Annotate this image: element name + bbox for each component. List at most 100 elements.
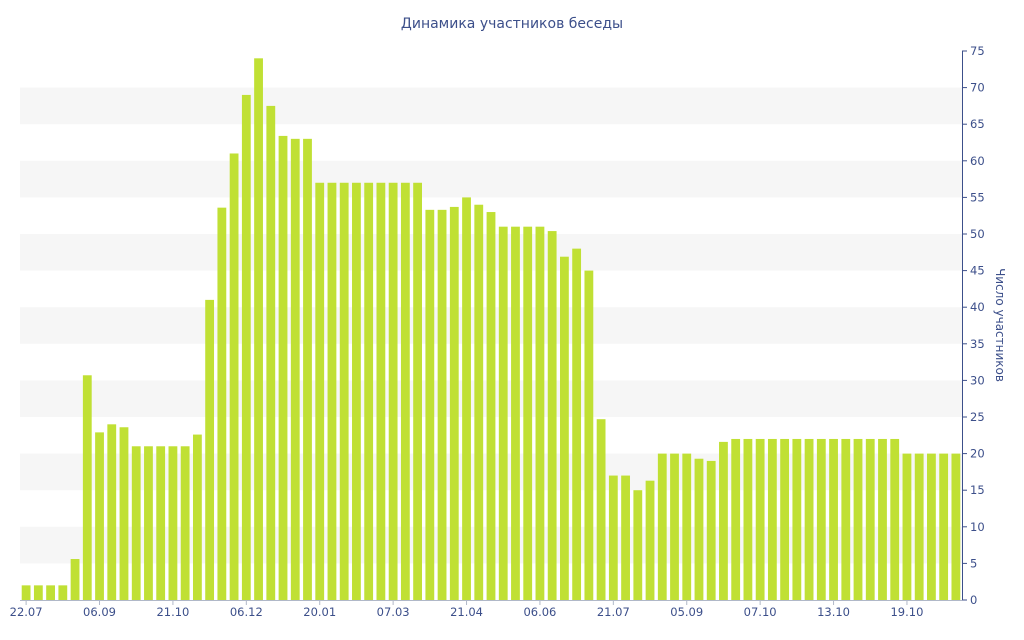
- y-axis-title: Число участников: [993, 268, 1007, 382]
- bars: [21, 58, 961, 601]
- bar: [449, 206, 459, 601]
- bar: [413, 182, 422, 600]
- bar: [241, 94, 251, 601]
- grid-band: [20, 87, 962, 125]
- bar: [131, 446, 141, 600]
- y-tick-label: 10: [970, 520, 985, 534]
- bar: [315, 182, 325, 600]
- bar: [156, 446, 166, 600]
- bar: [82, 375, 92, 600]
- bar: [462, 197, 471, 600]
- chart-title: Динамика участников беседы: [401, 16, 623, 32]
- bar: [425, 209, 435, 600]
- y-tick-label: 40: [970, 300, 985, 314]
- y-tick-label: 75: [970, 44, 985, 58]
- x-tick-label: 20.01: [303, 605, 336, 619]
- bar: [621, 475, 630, 600]
- bar: [927, 453, 936, 600]
- y-axis-ticks: 0 5 10 15 20 25 30 35 40 45 50 55 60 65 70 75: [962, 44, 985, 607]
- bar: [535, 226, 545, 600]
- y-tick-label: 45: [970, 264, 985, 278]
- bar: [388, 182, 398, 600]
- bar: [829, 438, 838, 600]
- bar: [278, 135, 288, 600]
- bar: [486, 212, 496, 601]
- bar: [914, 453, 924, 600]
- bar: [951, 453, 961, 600]
- bar: [572, 248, 582, 600]
- bar: [657, 453, 667, 600]
- y-tick-label: 30: [970, 373, 985, 387]
- y-tick-label: 60: [970, 154, 985, 168]
- bar: [303, 138, 312, 600]
- bar: [180, 446, 190, 600]
- bar: [645, 480, 655, 600]
- bar: [229, 153, 239, 601]
- bar: [119, 427, 129, 600]
- bar: [731, 438, 741, 600]
- bar: [192, 434, 202, 600]
- bar: [780, 438, 790, 600]
- bar: [878, 438, 887, 600]
- bar: [841, 438, 851, 600]
- bar: [719, 441, 728, 600]
- bar: [33, 585, 43, 600]
- bar: [902, 453, 912, 600]
- bar: [266, 105, 276, 601]
- x-tick-label: 07.03: [377, 605, 410, 619]
- bar: [865, 438, 875, 600]
- bar: [682, 453, 692, 600]
- x-tick-label: 05.09: [670, 605, 703, 619]
- bar: [498, 226, 508, 600]
- x-tick-label: 21.04: [450, 605, 483, 619]
- bar: [46, 585, 55, 600]
- bar: [21, 585, 31, 600]
- bar: [205, 299, 215, 600]
- x-tick-label: 06.06: [523, 605, 556, 619]
- bar: [400, 182, 410, 600]
- x-tick-label: 21.07: [597, 605, 630, 619]
- bar: [95, 432, 104, 600]
- bar: [853, 438, 863, 600]
- bar: [804, 438, 814, 600]
- grid-band: [20, 160, 962, 198]
- bar: [890, 438, 900, 600]
- y-tick-label: 5: [970, 556, 977, 570]
- y-tick-label: 15: [970, 483, 985, 497]
- y-tick-label: 35: [970, 337, 985, 351]
- bar: [670, 453, 679, 600]
- x-tick-label: 07.10: [744, 605, 777, 619]
- x-tick-label: 19.10: [890, 605, 923, 619]
- x-axis-ticks: 22.07 06.09 21.10 06.12 20.01 07.03 21.04 06.06…: [10, 600, 923, 619]
- bar: [254, 58, 263, 600]
- bar: [474, 204, 484, 600]
- bar: [523, 226, 533, 600]
- bar: [596, 419, 606, 600]
- bar: [327, 182, 337, 600]
- bar: [755, 438, 765, 600]
- bar: [511, 226, 520, 600]
- x-tick-label: 13.10: [817, 605, 850, 619]
- bar: [290, 138, 300, 600]
- bar: [547, 231, 557, 600]
- bar: [939, 453, 949, 600]
- bar: [364, 182, 374, 600]
- bar: [70, 559, 80, 600]
- bar: [560, 256, 569, 600]
- bar: [339, 182, 349, 600]
- bar: [217, 207, 227, 600]
- y-tick-label: 25: [970, 410, 985, 424]
- bar: [584, 270, 594, 600]
- x-tick-label: 22.07: [10, 605, 43, 619]
- bar: [58, 585, 68, 600]
- bar: [437, 209, 447, 600]
- bar: [816, 438, 826, 600]
- bar: [107, 424, 117, 600]
- y-tick-label: 50: [970, 227, 985, 241]
- bar: [352, 182, 361, 600]
- x-tick-label: 06.12: [230, 605, 263, 619]
- bar: [767, 438, 777, 600]
- y-tick-label: 70: [970, 81, 985, 95]
- bar: [792, 438, 802, 600]
